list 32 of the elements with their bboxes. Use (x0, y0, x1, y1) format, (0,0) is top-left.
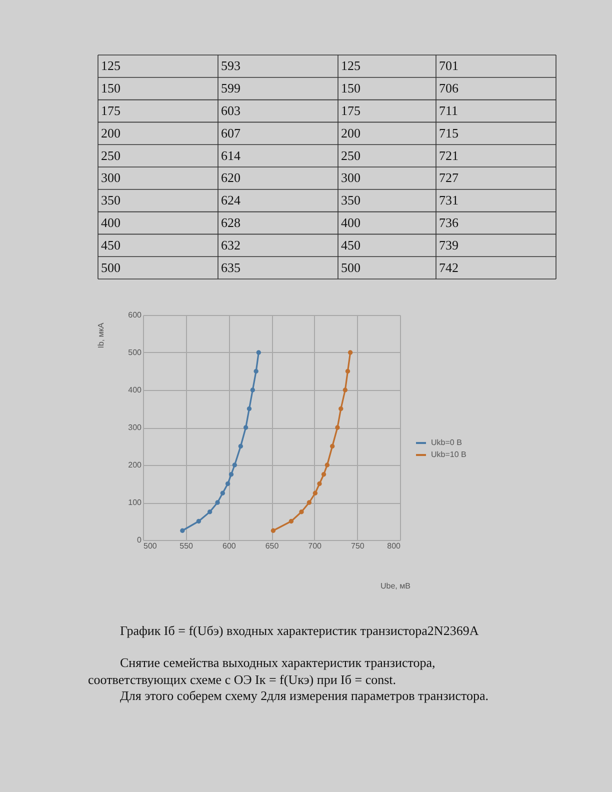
x-tick-label: 600 (222, 542, 236, 550)
text: Снятие семейства выходных характеристик транзистора, (120, 655, 436, 670)
text: 175 603 175 711 (101, 103, 458, 118)
text: 350 624 350 731 (101, 192, 458, 208)
legend-label: Ukb=10 B (431, 450, 466, 459)
text: 400 628 400 736 (101, 215, 458, 230)
y-axis-title: Ib, мкА (96, 322, 106, 348)
x-tick-label: 550 (180, 542, 194, 550)
text: График Iб = f(Uбэ) входных характеристик транзистора2N2369A (120, 623, 480, 638)
y-tick-label: 0 (137, 536, 142, 544)
text: 150 599 150 706 (101, 80, 458, 96)
text: 450 632 450 739 (101, 237, 458, 252)
legend-label: Ukb=0 B (431, 438, 462, 447)
x-tick-label: 800 (387, 542, 402, 550)
x-tick-label: 750 (350, 542, 365, 550)
y-tick-label: 200 (128, 460, 142, 470)
x-tick-label: 700 (308, 542, 322, 550)
y-tick-label: 600 (128, 310, 142, 320)
text: 200 607 200 715 (101, 125, 458, 140)
text: Для этого соберем схему 2для измерения параметров транзистора. (120, 688, 489, 703)
text: соответствующих схеме с ОЭ Iк = f(Uкэ) при Iб = const. (88, 672, 396, 687)
x-tick-label: 500 (144, 542, 158, 550)
x-axis-title: Ube, мВ (380, 582, 410, 590)
y-tick-label: 400 (128, 386, 142, 394)
y-tick-label: 100 (128, 498, 142, 507)
y-tick-label: 300 (128, 423, 142, 432)
text: 500 635 500 742 (101, 260, 458, 275)
text: 250 614 250 721 (101, 148, 458, 163)
text: 300 620 300 727 (101, 170, 458, 186)
x-tick-label: 650 (265, 542, 280, 550)
text: 125 593 125 701 (101, 58, 458, 74)
y-tick-label: 500 (128, 348, 142, 357)
